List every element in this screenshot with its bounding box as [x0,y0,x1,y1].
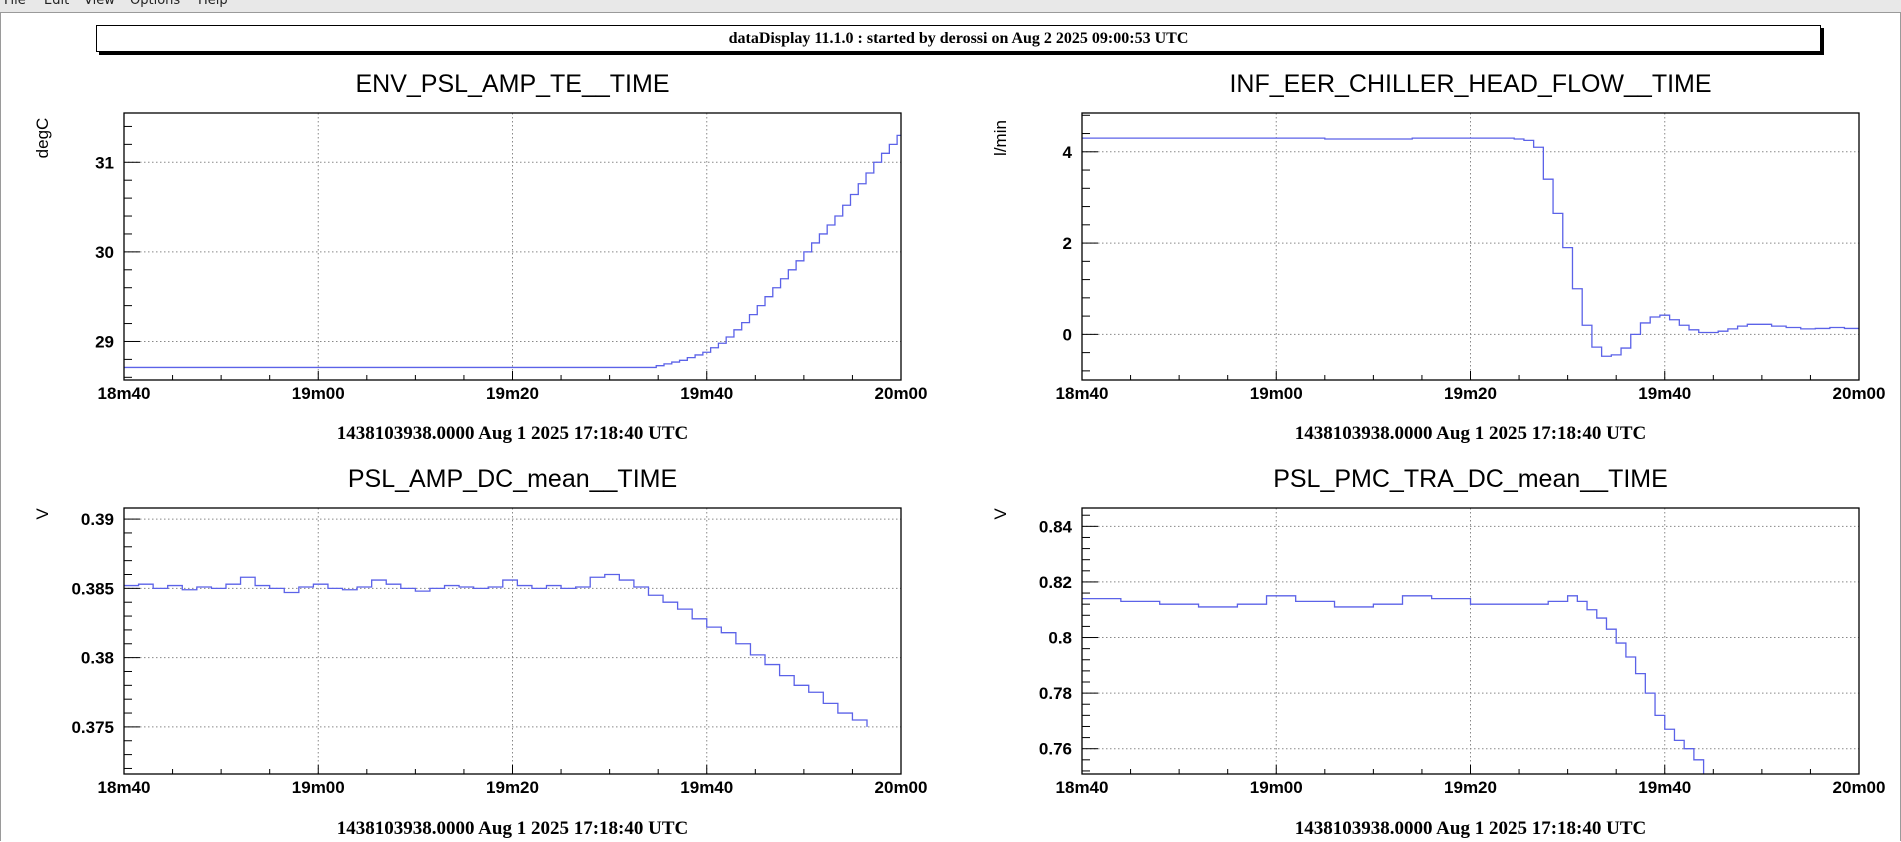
y-tick-label: 2 [1063,234,1072,253]
x-tick-label: 18m40 [98,778,151,797]
y-axis-unit-label: degC [33,118,52,159]
x-tick-label: 19m20 [486,778,539,797]
menu-edit[interactable]: Edit [44,0,70,8]
plot-panel-1[interactable]: ENV_PSL_AMP_TE__TIME 1438103938.0000 Aug … [33,70,927,444]
menu-options[interactable]: Options [130,0,181,8]
x-tick-label: 19m00 [292,384,345,403]
menu-file[interactable]: File [4,0,26,8]
menu-bar: File Edit View Options Help [0,0,1901,13]
series-line [124,134,901,369]
x-tick-label: 19m00 [1250,384,1303,403]
plot-title: PSL_PMC_TRA_DC_mean__TIME [1273,465,1668,493]
x-axis-time-label: 1438103938.0000 Aug 1 2025 17:18:40 UTC [1295,818,1647,839]
x-tick-label: 19m40 [680,384,733,403]
x-tick-label: 19m20 [486,384,539,403]
x-tick-label: 18m40 [1056,384,1109,403]
y-axis-unit-label: V [33,508,52,520]
x-tick-label: 18m40 [98,384,151,403]
y-tick-label: 0.84 [1039,517,1073,536]
series-line [1082,137,1859,357]
plot-title: PSL_AMP_DC_mean__TIME [348,465,677,493]
menu-view[interactable]: View [84,0,115,8]
plot-panel-4[interactable]: PSL_PMC_TRA_DC_mean__TIME 1438103938.0000… [991,465,1885,839]
y-tick-label: 0.8 [1048,629,1072,648]
x-tick-label: 19m40 [1638,384,1691,403]
x-tick-label: 19m20 [1444,778,1497,797]
plot-title: INF_EER_CHILLER_HEAD_FLOW__TIME [1229,70,1711,98]
y-tick-label: 29 [95,332,114,351]
plot-frame [123,507,902,775]
x-tick-label: 19m00 [292,778,345,797]
y-axis-unit-label: l/min [991,120,1010,156]
x-tick-label: 20m00 [1833,778,1886,797]
series-line [1082,595,1705,774]
y-tick-label: 0.385 [71,579,114,598]
y-tick-label: 0.375 [71,718,114,737]
title-banner: dataDisplay 11.1.0 : started by derossi … [96,25,1821,52]
x-tick-label: 20m00 [875,384,928,403]
x-tick-label: 20m00 [875,778,928,797]
y-axis-unit-label: V [991,508,1010,520]
y-tick-label: 0.38 [81,649,114,668]
x-axis-time-label: 1438103938.0000 Aug 1 2025 17:18:40 UTC [337,818,689,839]
x-axis-time-label: 1438103938.0000 Aug 1 2025 17:18:40 UTC [337,423,689,444]
x-tick-label: 19m40 [680,778,733,797]
plot-frame [1081,507,1860,775]
x-tick-label: 20m00 [1833,384,1886,403]
plot-panel-2[interactable]: INF_EER_CHILLER_HEAD_FLOW__TIME 143810393… [991,70,1885,444]
x-tick-label: 19m40 [1638,778,1691,797]
series-line [124,573,868,727]
y-tick-label: 30 [95,243,114,262]
plot-title: ENV_PSL_AMP_TE__TIME [355,70,669,98]
x-axis-time-label: 1438103938.0000 Aug 1 2025 17:18:40 UTC [1295,423,1647,444]
x-tick-label: 18m40 [1056,778,1109,797]
menu-help[interactable]: Help [198,0,228,8]
y-tick-label: 0 [1063,325,1072,344]
y-tick-label: 31 [95,153,114,172]
y-tick-label: 0.39 [81,510,114,529]
y-tick-label: 0.78 [1039,684,1072,703]
y-tick-label: 0.82 [1039,573,1072,592]
y-tick-label: 4 [1063,143,1073,162]
x-tick-label: 19m00 [1250,778,1303,797]
y-tick-label: 0.76 [1039,740,1072,759]
plot-frame [123,112,902,381]
x-tick-label: 19m20 [1444,384,1497,403]
plot-panel-3[interactable]: PSL_AMP_DC_mean__TIME 1438103938.0000 Aug… [33,465,927,839]
plot-frame [1081,112,1860,381]
